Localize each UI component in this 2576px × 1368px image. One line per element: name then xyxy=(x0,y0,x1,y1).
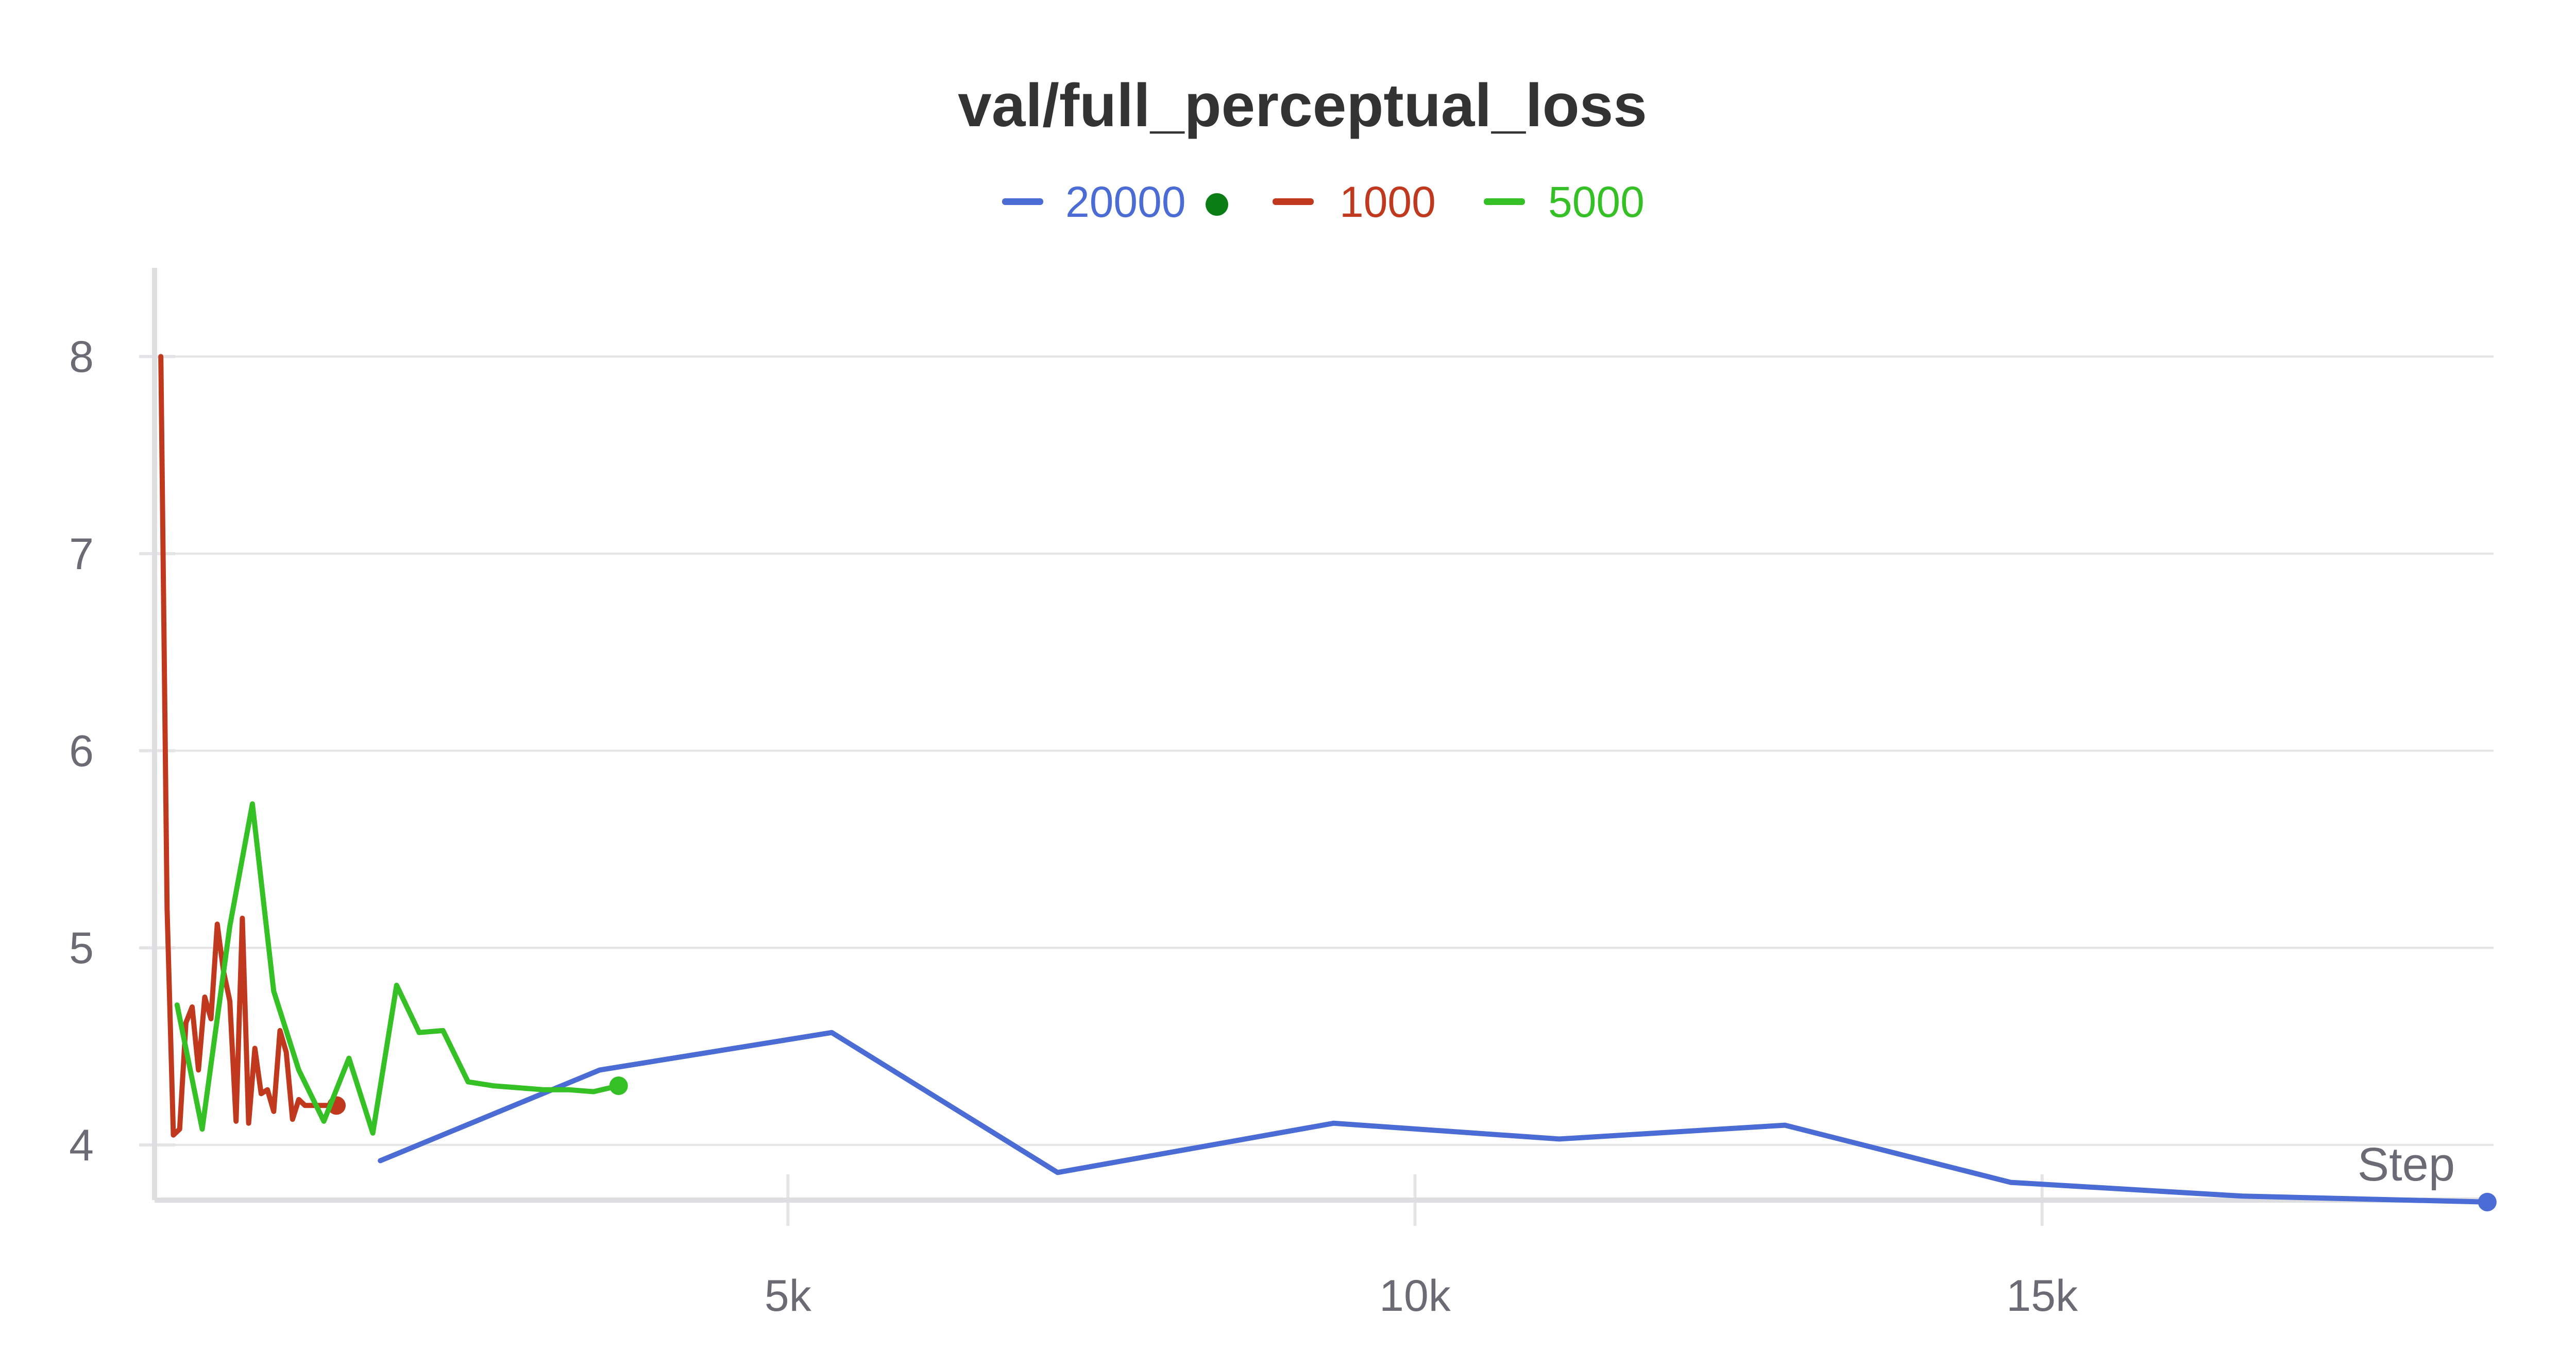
axes-layer xyxy=(139,268,2494,1226)
x-tick-label: 10k xyxy=(1379,1271,1451,1321)
legend-item-5000[interactable]: 5000 xyxy=(1484,178,1645,226)
x-axis-label: Step xyxy=(2358,1138,2455,1191)
series-end-point-20000[interactable] xyxy=(2478,1192,2497,1211)
legend-item-20000[interactable]: 20000 xyxy=(1002,178,1228,226)
legend-swatch xyxy=(1484,198,1525,205)
legend-marker-dot xyxy=(1206,193,1228,216)
y-tick-label: 8 xyxy=(69,332,94,382)
y-tick-label: 7 xyxy=(69,529,94,579)
legend-item-1000[interactable]: 1000 xyxy=(1273,178,1436,226)
legend-swatch xyxy=(1002,198,1043,205)
y-tick-label: 4 xyxy=(69,1121,94,1170)
series-line-1000[interactable] xyxy=(158,354,339,1138)
series-line-5000[interactable] xyxy=(174,801,621,1136)
legend-label: 5000 xyxy=(1548,178,1645,226)
y-tick-label: 5 xyxy=(69,924,94,973)
series-line-20000[interactable] xyxy=(378,1030,2490,1205)
series-layer xyxy=(158,354,2497,1211)
x-tick-label: 15k xyxy=(2006,1271,2078,1321)
legend-label: 1000 xyxy=(1340,178,1436,226)
grid-layer xyxy=(155,355,2494,1146)
x-tick-label: 5k xyxy=(765,1271,812,1321)
labels-layer: 4 5 6 7 8 5k 10k 15k xyxy=(69,332,2078,1321)
legend-swatch xyxy=(1273,198,1314,205)
series-end-point-5000[interactable] xyxy=(609,1076,628,1096)
legend-label: 20000 xyxy=(1065,178,1186,226)
chart-title: val/full_perceptual_loss xyxy=(958,72,1647,140)
chart-legend[interactable]: 20000 1000 5000 xyxy=(1002,178,1645,226)
y-tick-label: 6 xyxy=(69,727,94,776)
